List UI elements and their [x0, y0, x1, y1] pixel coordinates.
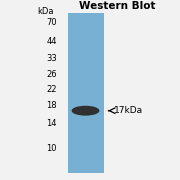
Text: 22: 22 — [46, 85, 57, 94]
Text: 33: 33 — [46, 54, 57, 63]
Text: 17kDa: 17kDa — [114, 106, 143, 115]
Text: Western Blot: Western Blot — [79, 1, 155, 11]
Text: 10: 10 — [46, 144, 57, 153]
Bar — [68, 13, 104, 173]
Text: 18: 18 — [46, 101, 57, 110]
Ellipse shape — [72, 106, 99, 116]
Text: 14: 14 — [46, 119, 57, 128]
Text: kDa: kDa — [37, 7, 54, 16]
Text: 70: 70 — [46, 18, 57, 27]
Text: 26: 26 — [46, 70, 57, 79]
Text: 44: 44 — [46, 37, 57, 46]
